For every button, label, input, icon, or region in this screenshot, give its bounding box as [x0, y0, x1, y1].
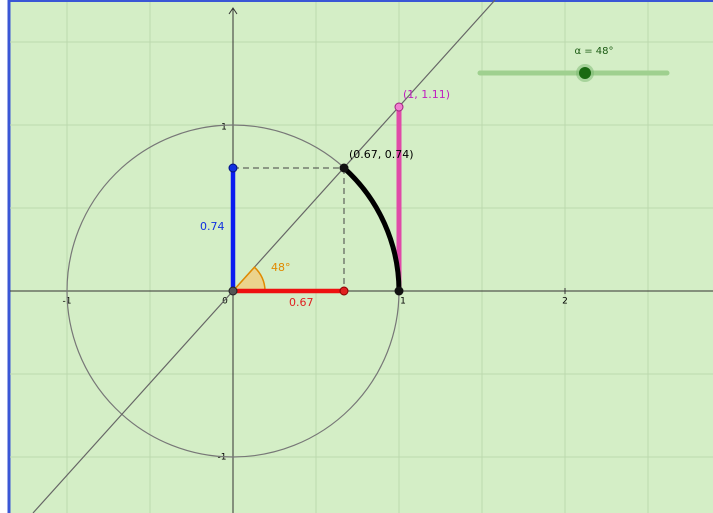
unit-point-label: (0.67, 0.74) — [349, 148, 414, 161]
angle-label: 48° — [271, 261, 291, 274]
cosine-label: 0.67 — [289, 296, 314, 309]
x-tick-label: 1 — [400, 297, 406, 307]
cosine-point — [339, 286, 349, 296]
slider-knob[interactable] — [579, 67, 591, 79]
sine-point — [228, 163, 238, 173]
x-tick-label: 2 — [562, 297, 568, 307]
slider-label: α = 48° — [574, 46, 613, 57]
unit-point — [339, 163, 349, 173]
origin-point — [228, 286, 238, 296]
y-tick-label: 1 — [221, 123, 227, 133]
grid — [10, 2, 713, 513]
y-tick-label: -1 — [218, 453, 227, 463]
arc — [342, 166, 402, 292]
canvas — [10, 2, 713, 513]
angle-ray — [32, 0, 496, 513]
sine-label: 0.74 — [200, 220, 225, 233]
tangent-point-label: (1, 1.11) — [403, 88, 450, 101]
y-axis-arrow — [228, 7, 238, 15]
tangent-point — [394, 102, 404, 112]
x-tick-label: 0 — [222, 297, 228, 307]
axis-point — [394, 286, 404, 296]
